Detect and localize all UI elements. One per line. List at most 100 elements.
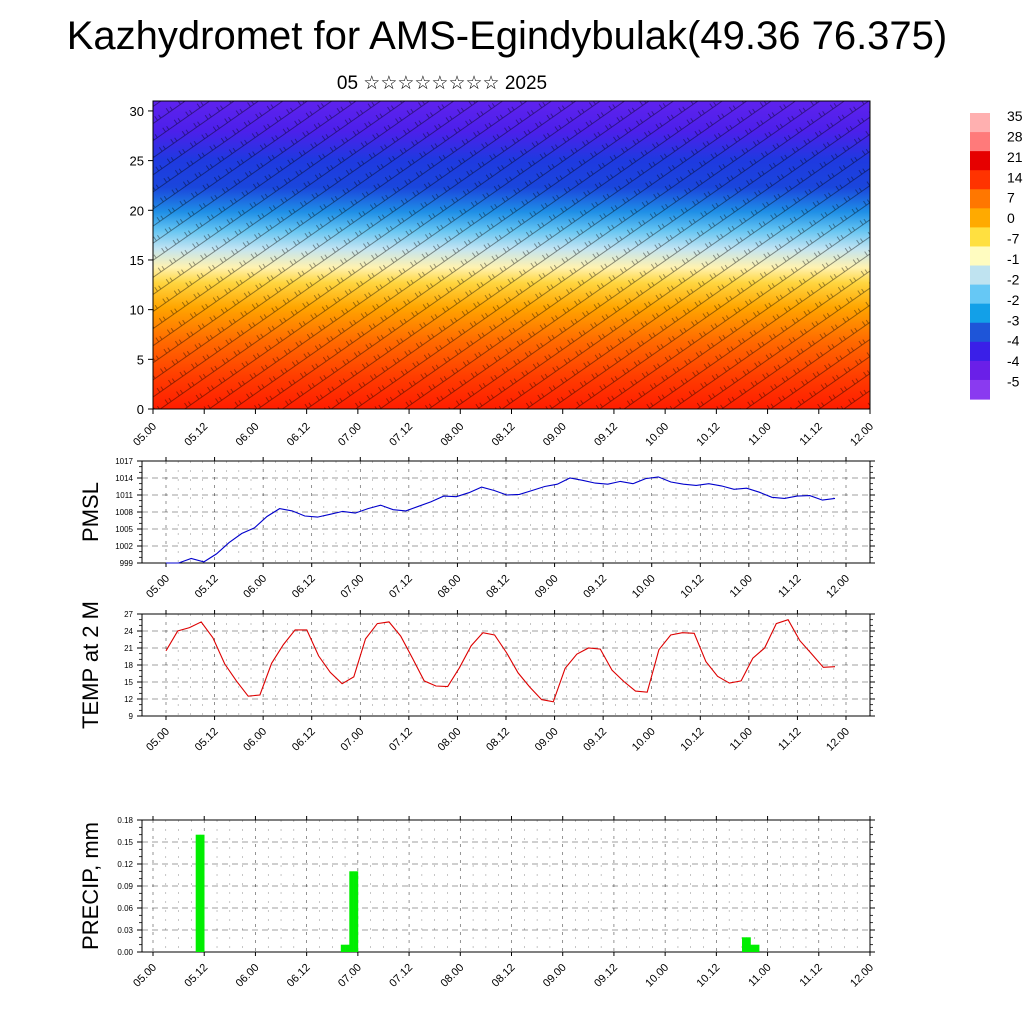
precip-bar xyxy=(345,944,350,952)
heatmap-x-tick-label: 05.00 xyxy=(131,421,159,449)
colorbar-swatch xyxy=(970,246,990,267)
x-tick-label: 12.00 xyxy=(824,573,852,601)
x-tick-label: 09.12 xyxy=(592,962,620,990)
colorbar-swatch xyxy=(970,170,990,190)
y-tick-label: 21 xyxy=(124,644,133,653)
x-tick-label: 10.12 xyxy=(678,726,706,754)
x-tick-label: 07.00 xyxy=(338,726,366,754)
precip-bar xyxy=(742,937,747,952)
colorbar-swatch xyxy=(970,284,990,305)
colorbar-swatch xyxy=(970,303,990,324)
y-tick-label: 1005 xyxy=(115,525,133,534)
x-tick-label: 06.00 xyxy=(241,573,269,601)
chart-title: Kazhydromet for AMS-Egindybulak(49.36 76… xyxy=(66,14,948,58)
colorbar-label: -2 xyxy=(1007,292,1020,308)
colorbar-label: 7 xyxy=(1007,190,1015,206)
x-tick-label: 09.00 xyxy=(533,726,561,754)
colorbar-swatch xyxy=(970,227,990,248)
chart-subtitle: 05 ☆☆☆☆☆☆☆☆ 2025 xyxy=(336,73,548,94)
x-tick-label: 07.12 xyxy=(387,962,415,990)
heatmap-x-tick-label: 11.12 xyxy=(798,421,825,448)
heatmap-x-tick-label: 10.00 xyxy=(643,421,671,449)
precip-bar xyxy=(340,944,346,952)
heatmap-x-tick-label: 06.12 xyxy=(285,421,313,449)
colorbar-swatch xyxy=(970,322,990,343)
temp-panel: 05.00 05.12 06.00 06.12 07.00 07.12 08.00 08.12… xyxy=(78,601,875,754)
x-tick-label: 08.00 xyxy=(436,726,464,754)
wind-barbs-overlay xyxy=(153,101,870,409)
x-tick-label: 08.12 xyxy=(484,573,512,601)
colorbar-swatch xyxy=(970,189,990,209)
x-tick-label: 11.00 xyxy=(728,726,755,753)
x-tick-label: 12.00 xyxy=(824,726,852,754)
x-tick-label: 10.00 xyxy=(630,573,658,601)
heatmap-x-tick-label: 07.00 xyxy=(336,421,364,449)
cross-section-panel: 0 5 10 15 20 25 30 05.00 05.12 06.00 06.12 07.00 07… xyxy=(130,100,876,449)
y-tick-label: 1017 xyxy=(115,457,133,466)
x-tick-label: 07.00 xyxy=(338,573,366,601)
x-tick-label: 07.00 xyxy=(336,962,364,990)
temp-series-line xyxy=(165,619,836,703)
heatmap-y-tick-label: 0 xyxy=(137,402,144,417)
x-tick-label: 11.12 xyxy=(776,573,803,600)
colorbar-swatch xyxy=(970,360,990,381)
y-tick-label: 999 xyxy=(120,559,134,568)
heatmap-y-tick-label: 15 xyxy=(130,253,144,268)
x-tick-label: 11.12 xyxy=(798,962,825,989)
y-tick-label: 15 xyxy=(124,678,133,687)
colorbar-label: -3 xyxy=(1007,312,1020,328)
colorbar-swatch xyxy=(970,379,990,400)
x-tick-label: 09.00 xyxy=(541,962,569,990)
y-tick-label: 0.03 xyxy=(117,926,133,935)
precip-bar xyxy=(750,944,756,952)
colorbar-label: -4 xyxy=(1007,333,1020,349)
heatmap-x-tick-label: 09.12 xyxy=(592,421,620,449)
y-tick-label: 0.00 xyxy=(117,948,133,957)
x-tick-label: 05.00 xyxy=(144,573,172,601)
colorbar-label: 14 xyxy=(1007,169,1023,185)
y-axis-label: PMSL xyxy=(78,482,103,542)
heatmap-x-tick-label: 08.12 xyxy=(490,421,518,449)
y-tick-label: 1002 xyxy=(115,542,133,551)
heatmap-y-axis: 0 5 10 15 20 25 30 xyxy=(130,104,153,417)
x-tick-label: 06.12 xyxy=(290,726,318,754)
x-tick-label: 07.12 xyxy=(387,573,415,601)
heatmap-x-tick-label: 11.00 xyxy=(746,421,773,448)
heatmap-y-tick-label: 5 xyxy=(137,352,144,367)
x-tick-label: 11.00 xyxy=(728,573,755,600)
y-tick-label: 1008 xyxy=(115,508,133,517)
colorbar-swatch xyxy=(970,208,990,228)
heatmap-y-tick-label: 10 xyxy=(130,303,144,318)
y-tick-label: 0.12 xyxy=(117,860,133,869)
precip-bar xyxy=(754,944,760,952)
x-tick-label: 05.00 xyxy=(144,726,172,754)
x-tick-label: 05.12 xyxy=(193,573,221,601)
heatmap-y-tick-label: 25 xyxy=(130,154,144,169)
x-tick-label: 08.12 xyxy=(490,962,518,990)
x-tick-label: 05.12 xyxy=(182,962,210,990)
x-tick-label: 10.12 xyxy=(695,962,723,990)
colorbar-swatch xyxy=(970,265,990,286)
precip-bar xyxy=(746,937,751,952)
y-tick-label: 1011 xyxy=(116,491,134,500)
heatmap-x-axis: 05.00 05.12 06.00 06.12 07.00 07.12 08.00 08.12… xyxy=(131,409,876,449)
y-tick-label: 27 xyxy=(124,610,133,619)
x-tick-label: 09.00 xyxy=(533,573,561,601)
colorbar-label: -2 xyxy=(1007,271,1020,287)
x-tick-label: 10.00 xyxy=(630,726,658,754)
pmsl-series-line xyxy=(166,476,836,564)
y-tick-label: 18 xyxy=(124,661,133,670)
precip-bar xyxy=(349,871,354,952)
heatmap-x-tick-label: 06.00 xyxy=(234,421,262,449)
heatmap-x-tick-label: 07.12 xyxy=(387,421,415,449)
x-tick-label: 07.12 xyxy=(387,726,415,754)
x-tick-label: 08.12 xyxy=(484,726,512,754)
y-axis-label: TEMP at 2 M xyxy=(78,601,103,729)
heatmap-y-tick-label: 20 xyxy=(130,203,144,218)
colorbar: 35 28 21 14 7 0 -7 -1 -2 -2 -3 -4 -4 -5 xyxy=(970,108,1023,400)
heatmap-x-tick-label: 05.12 xyxy=(182,421,210,449)
x-tick-label: 11.00 xyxy=(746,962,773,989)
colorbar-label: -5 xyxy=(1007,374,1020,390)
colorbar-label: -4 xyxy=(1007,353,1020,369)
